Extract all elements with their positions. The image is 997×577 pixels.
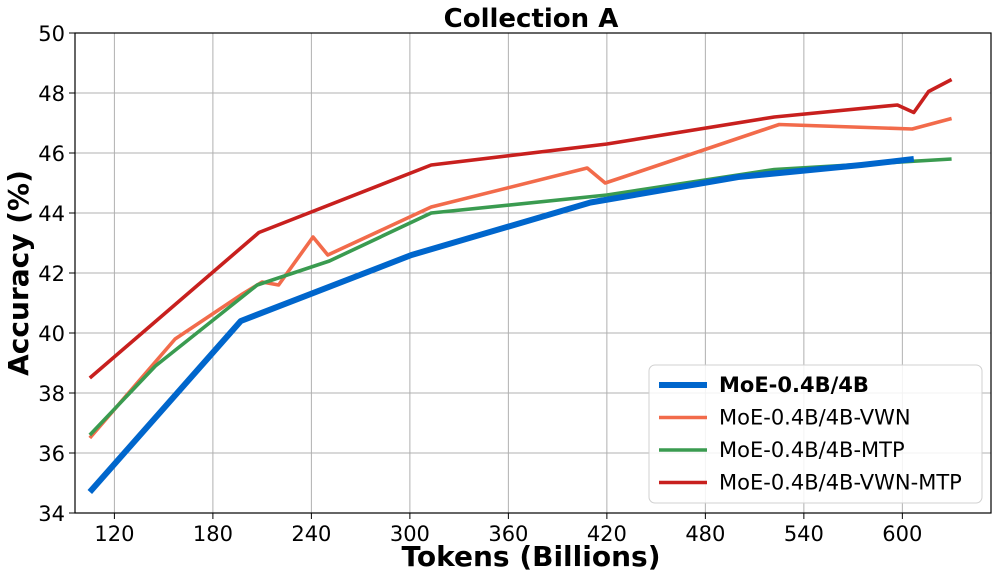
y-axis-title: Accuracy (%)	[2, 170, 35, 376]
y-tick-label: 44	[38, 202, 65, 226]
y-tick-label: 34	[38, 502, 65, 526]
series-line-0	[87, 156, 915, 494]
x-tick-label: 480	[685, 522, 725, 546]
y-tick-label: 42	[38, 262, 65, 286]
legend-label: MoE-0.4B/4B-MTP	[719, 438, 905, 462]
legend-box	[648, 364, 983, 504]
y-tick-label: 46	[38, 142, 65, 166]
legend: MoE-0.4B/4B MoE-0.4B/4B-VWN MoE-0.4B/4B-MT…	[648, 364, 983, 504]
series-lines	[87, 77, 953, 494]
x-tick-label: 420	[587, 522, 627, 546]
series-line-3	[88, 77, 953, 380]
y-axis-ticks: 34 36 38 40 42 44 46 48 50	[38, 22, 75, 526]
y-tick-label: 48	[38, 82, 65, 106]
x-tick-label: 540	[784, 522, 824, 546]
legend-label: MoE-0.4B/4B	[719, 373, 869, 397]
legend-label: MoE-0.4B/4B-VWN	[719, 406, 911, 430]
x-axis-ticks: 120 180 240 300 360 420 480 540 600	[94, 513, 922, 546]
y-tick-label: 36	[38, 442, 65, 466]
chart-title: Collection A	[444, 4, 619, 34]
y-tick-label: 38	[38, 382, 65, 406]
x-tick-label: 180	[193, 522, 233, 546]
x-tick-label: 240	[291, 522, 331, 546]
x-tick-label: 600	[882, 522, 922, 546]
y-tick-label: 40	[38, 322, 65, 346]
x-tick-label: 120	[94, 522, 134, 546]
x-tick-label: 300	[390, 522, 430, 546]
legend-label: MoE-0.4B/4B-VWN-MTP	[719, 471, 962, 495]
x-tick-label: 360	[488, 522, 528, 546]
x-axis-title: Tokens (Billions)	[402, 540, 661, 573]
y-tick-label: 50	[38, 22, 65, 46]
